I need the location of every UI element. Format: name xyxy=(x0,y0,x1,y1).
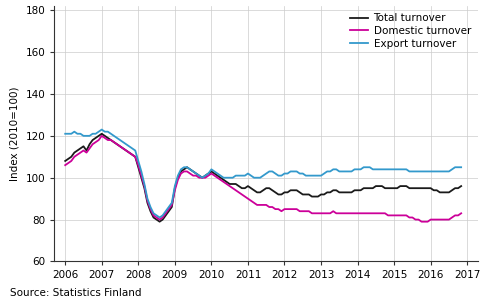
Export turnover xyxy=(62,132,68,136)
Total turnover xyxy=(157,220,163,223)
Total turnover xyxy=(458,184,464,188)
Domestic turnover xyxy=(102,136,108,140)
Total turnover xyxy=(269,188,275,192)
Domestic turnover xyxy=(190,174,196,178)
Export turnover xyxy=(214,172,220,175)
Total turnover xyxy=(224,180,230,184)
Line: Domestic turnover: Domestic turnover xyxy=(65,136,461,222)
Export turnover xyxy=(269,170,275,173)
Total turnover xyxy=(214,174,220,178)
Total turnover xyxy=(99,132,105,136)
Export turnover xyxy=(102,130,108,133)
Y-axis label: Index (2010=100): Index (2010=100) xyxy=(10,87,20,181)
Domestic turnover xyxy=(62,163,68,167)
Total turnover xyxy=(102,134,108,138)
Total turnover xyxy=(370,186,376,190)
Domestic turnover xyxy=(99,134,105,138)
Domestic turnover xyxy=(458,212,464,215)
Export turnover xyxy=(99,128,105,131)
Domestic turnover xyxy=(211,174,217,178)
Domestic turnover xyxy=(221,180,227,184)
Export turnover xyxy=(370,168,376,171)
Line: Total turnover: Total turnover xyxy=(65,134,461,222)
Line: Export turnover: Export turnover xyxy=(65,130,461,217)
Export turnover xyxy=(193,172,199,175)
Export turnover xyxy=(157,216,163,219)
Total turnover xyxy=(62,159,68,163)
Export turnover xyxy=(224,176,230,180)
Export turnover xyxy=(458,165,464,169)
Domestic turnover xyxy=(419,220,424,223)
Legend: Total turnover, Domestic turnover, Export turnover: Total turnover, Domestic turnover, Expor… xyxy=(348,11,473,51)
Text: Source: Statistics Finland: Source: Statistics Finland xyxy=(10,288,141,298)
Domestic turnover xyxy=(367,212,373,215)
Domestic turnover xyxy=(266,205,272,209)
Total turnover xyxy=(193,172,199,175)
